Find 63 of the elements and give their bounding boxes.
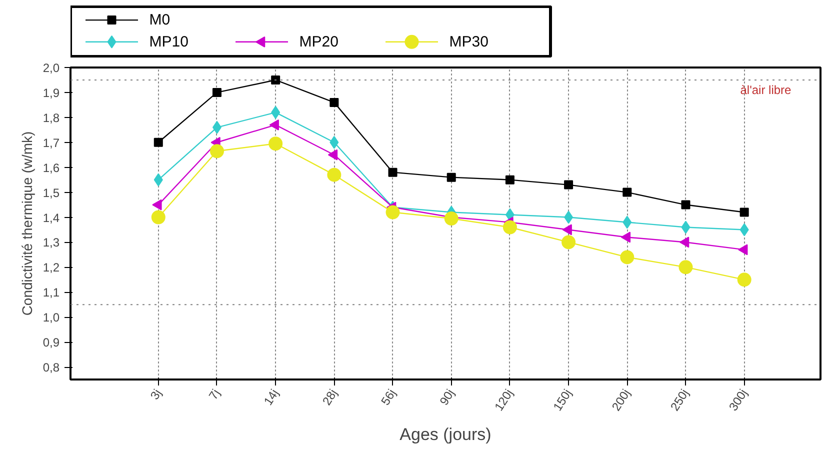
y-tick-label: 1,1: [42, 286, 60, 300]
point: [505, 175, 514, 184]
point: [681, 200, 690, 210]
point: [740, 223, 749, 236]
y-tick-label: 1,2: [42, 260, 60, 275]
y-tick-label: 1,8: [42, 110, 60, 125]
y-tick-label: 1,6: [42, 160, 60, 175]
point: [622, 216, 632, 229]
point: [212, 88, 222, 97]
y-tick-label: 0,8: [42, 360, 60, 375]
point: [679, 236, 690, 248]
point: [564, 180, 574, 190]
legend-label: M0: [149, 12, 170, 29]
point: [738, 244, 748, 256]
point: [386, 205, 400, 220]
legend-label: MP30: [449, 33, 488, 50]
point: [740, 208, 749, 217]
y-tick-label: 1,3: [42, 236, 60, 250]
point: [444, 212, 458, 226]
point: [564, 210, 574, 224]
y-tick-label: 1,4: [42, 210, 60, 225]
point: [446, 172, 456, 182]
y-tick-label: 1,5: [42, 186, 60, 200]
point: [327, 168, 342, 182]
point: [151, 210, 166, 224]
point: [562, 224, 572, 236]
point: [562, 235, 576, 250]
legend-label: MP10: [149, 33, 188, 50]
ref-line-label: àl'air libre: [740, 82, 792, 97]
point: [330, 98, 339, 107]
x-tick-label: 7j: [206, 386, 223, 402]
point: [210, 144, 224, 158]
point: [330, 136, 339, 149]
point: [502, 220, 517, 234]
point: [681, 220, 690, 234]
y-tick-label: 0,9: [42, 336, 60, 350]
point: [269, 119, 279, 130]
point: [154, 173, 163, 186]
y-tick-label: 1,9: [42, 86, 60, 100]
x-tick-label: 28j: [320, 386, 340, 408]
point: [388, 168, 398, 177]
x-tick-label: 14j: [261, 386, 282, 408]
point: [622, 188, 632, 197]
x-tick-label: 90j: [436, 386, 458, 408]
y-tick-label: 1,7: [42, 136, 60, 150]
point: [212, 120, 222, 134]
legend-label: MP20: [299, 33, 338, 50]
point: [620, 232, 631, 243]
point: [152, 199, 162, 210]
x-axis-title: Ages (jours): [400, 425, 492, 444]
y-tick-label: 1,0: [42, 310, 60, 325]
point: [268, 136, 283, 151]
point: [678, 260, 693, 274]
y-tick-label: 2,0: [42, 61, 60, 75]
y-axis-title: Condictivité thermique (w/mk): [18, 131, 35, 316]
point: [737, 272, 752, 287]
point: [154, 138, 163, 147]
x-tick-label: 3j: [147, 386, 164, 402]
x-tick-label: 56j: [378, 386, 399, 408]
point: [271, 75, 280, 84]
point: [271, 106, 280, 119]
point: [620, 250, 634, 264]
point: [328, 149, 338, 160]
